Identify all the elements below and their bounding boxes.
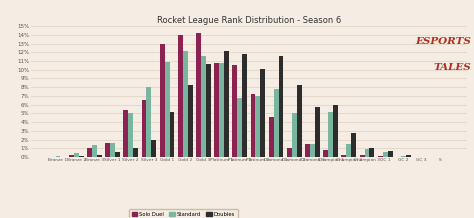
Bar <box>188 85 192 157</box>
Bar <box>214 63 219 157</box>
Bar <box>310 144 315 157</box>
Bar <box>142 100 146 157</box>
Bar <box>255 96 260 157</box>
Bar <box>305 144 310 157</box>
Bar <box>123 110 128 157</box>
Bar <box>170 112 174 157</box>
Bar <box>110 143 115 157</box>
Bar <box>164 62 170 157</box>
Bar <box>388 151 392 157</box>
Bar <box>206 64 211 157</box>
Bar <box>92 145 97 157</box>
Bar <box>341 155 346 157</box>
Bar <box>328 112 333 157</box>
Bar <box>260 69 265 157</box>
Bar <box>251 94 255 157</box>
Bar <box>160 44 164 157</box>
Bar <box>351 133 356 157</box>
Bar <box>196 33 201 157</box>
Bar <box>365 149 369 157</box>
Bar <box>201 56 206 157</box>
Bar <box>346 144 351 157</box>
Bar <box>232 65 237 157</box>
Bar <box>151 140 156 157</box>
Bar <box>178 35 183 157</box>
Bar <box>237 99 242 157</box>
Bar <box>242 54 247 157</box>
Bar <box>115 152 120 157</box>
Bar <box>406 155 410 157</box>
Bar <box>105 143 110 157</box>
Bar <box>383 152 388 157</box>
Bar <box>133 148 138 157</box>
Bar <box>323 150 328 157</box>
Bar <box>401 156 406 157</box>
Bar <box>269 117 273 157</box>
Bar <box>224 51 229 157</box>
Bar <box>279 56 283 157</box>
Text: ESPORTS: ESPORTS <box>415 37 471 46</box>
Title: Rocket League Rank Distribution - Season 6: Rocket League Rank Distribution - Season… <box>157 16 341 25</box>
Bar <box>333 105 338 157</box>
Bar <box>55 156 61 157</box>
Bar <box>97 155 102 157</box>
Bar <box>219 63 224 157</box>
Bar <box>273 89 279 157</box>
Bar <box>292 113 297 157</box>
Bar <box>360 155 365 157</box>
Bar <box>369 148 374 157</box>
Bar <box>128 113 133 157</box>
Bar <box>378 156 383 157</box>
Bar <box>146 87 151 157</box>
Bar <box>297 85 301 157</box>
Bar <box>74 153 79 157</box>
Text: TALES: TALES <box>434 63 471 72</box>
Bar <box>69 155 74 157</box>
Legend: Solo Duel, Standard, Doubles: Solo Duel, Standard, Doubles <box>129 209 237 218</box>
Bar <box>315 107 320 157</box>
Bar <box>87 148 92 157</box>
Bar <box>287 148 292 157</box>
Bar <box>183 51 188 157</box>
